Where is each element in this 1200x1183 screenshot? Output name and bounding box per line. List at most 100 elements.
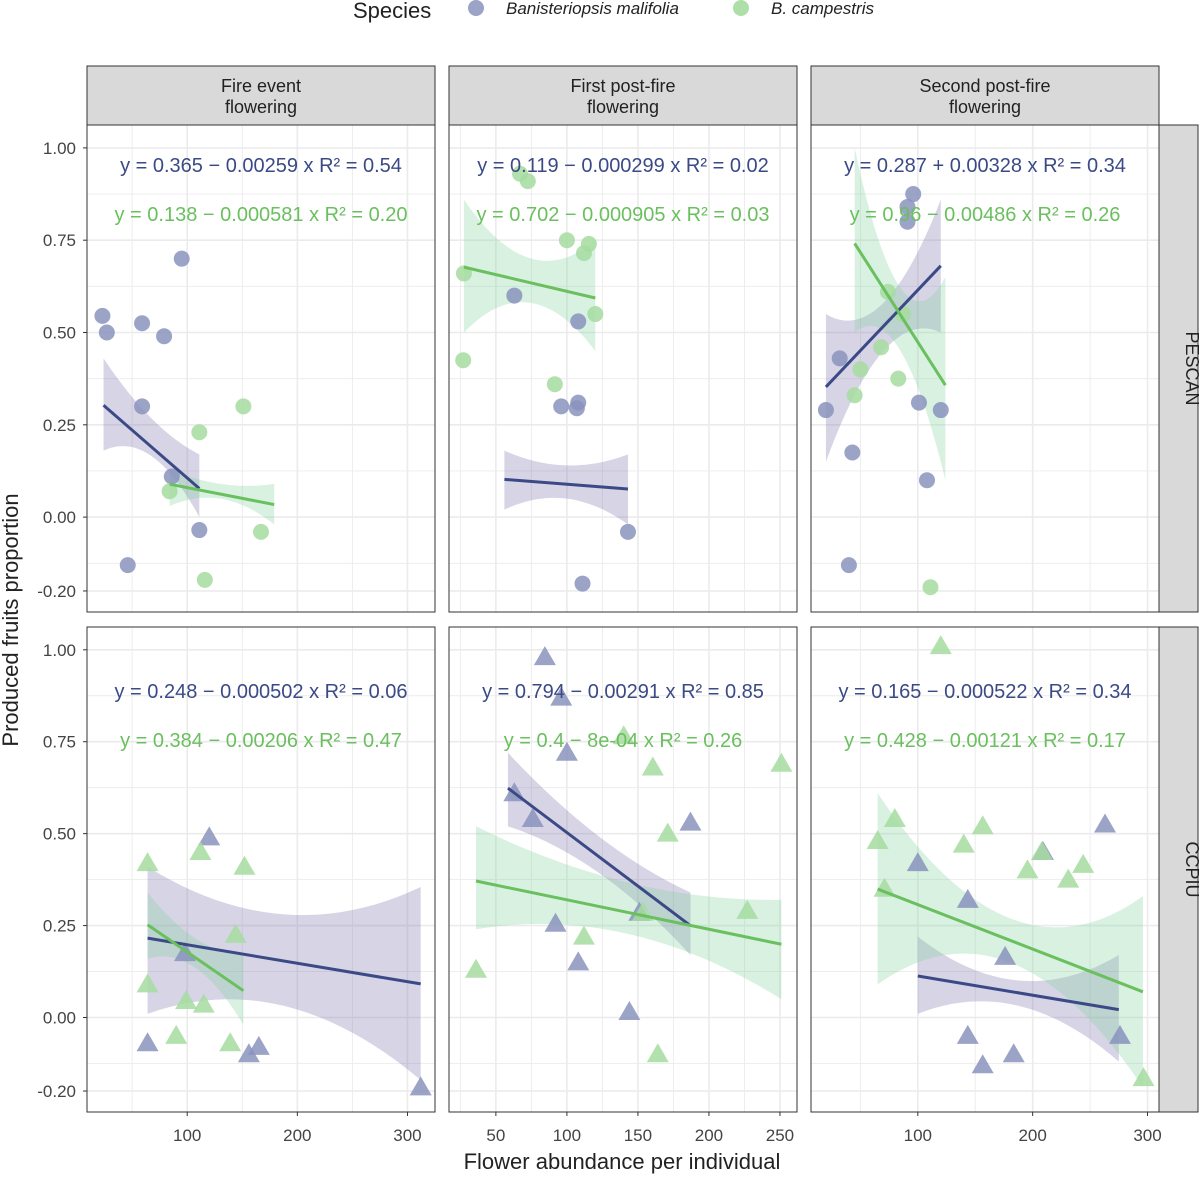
fit-line	[853, 242, 947, 386]
data-point	[1030, 841, 1053, 861]
y-tick-label: 1.00	[43, 139, 76, 158]
panel: y = 0.248 − 0.000502 x R² = 0.06 y = 0.38…	[86, 626, 436, 1113]
x-tick-label: 250	[766, 1126, 794, 1145]
panel: y = 0.165 − 0.000522 x R² = 0.34 y = 0.42…	[810, 626, 1160, 1113]
x-tick-label: 150	[624, 1126, 652, 1145]
regression-equation: y = 0.365 − 0.00259 x R² = 0.54	[120, 155, 402, 177]
y-tick-label: 1.00	[43, 641, 76, 660]
data-point	[224, 923, 247, 943]
data-point	[646, 1043, 669, 1063]
y-tick-label: -0.20	[37, 1082, 76, 1101]
data-point	[873, 339, 890, 356]
x-tick-label: 300	[1133, 1126, 1161, 1145]
y-tick-label: 0.75	[43, 733, 76, 752]
confidence-ribbon	[169, 469, 275, 525]
data-point	[612, 725, 635, 745]
y-tick-label: 0.00	[43, 508, 76, 527]
data-point	[464, 958, 487, 978]
y-tick-label: 0.00	[43, 1009, 76, 1028]
data-point	[883, 807, 906, 827]
data-point	[409, 1076, 432, 1096]
confidence-ribbon	[463, 199, 596, 351]
data-point	[910, 394, 927, 411]
legend: Species Banisteriopsis malifolia B. camp…	[353, 0, 874, 23]
data-point	[971, 815, 994, 835]
data-point	[580, 235, 597, 252]
data-point	[1016, 859, 1039, 879]
data-point	[840, 557, 857, 574]
data-point	[932, 402, 949, 419]
data-point	[736, 899, 759, 919]
data-point	[253, 523, 269, 540]
data-point	[994, 945, 1017, 965]
data-point	[570, 313, 587, 330]
panel: y = 0.794 − 0.00291 x R² = 0.85 y = 0.4 −…	[448, 626, 798, 1113]
confidence-ribbon	[504, 450, 628, 525]
regression-equation: y = 0.794 − 0.00291 x R² = 0.85	[482, 681, 764, 703]
data-point	[956, 1024, 979, 1044]
regression-equation: y = 0.287 + 0.00328 x R² = 0.34	[844, 155, 1126, 177]
fit-line	[877, 887, 1144, 994]
data-point	[1072, 853, 1095, 873]
column-strip-label: Fire event	[221, 76, 301, 96]
fit-line	[824, 264, 942, 388]
data-point	[971, 1054, 994, 1074]
data-point	[567, 951, 590, 971]
data-point	[134, 315, 151, 332]
y-tick-label: 0.75	[43, 231, 76, 250]
data-point	[906, 852, 929, 872]
data-point	[899, 213, 916, 230]
data-point	[546, 376, 563, 393]
fit-line	[507, 786, 692, 927]
x-tick-label: 200	[1018, 1126, 1046, 1145]
data-point	[572, 925, 595, 945]
panel-border	[86, 124, 436, 613]
fit-line	[917, 974, 1120, 1012]
legend-label-malifolia: Banisteriopsis malifolia	[506, 0, 679, 18]
data-point	[191, 522, 208, 539]
panel-background	[449, 627, 797, 1112]
data-point	[656, 822, 679, 842]
data-point	[165, 1024, 188, 1044]
data-point	[94, 307, 111, 324]
panel-content	[455, 165, 636, 592]
data-point	[189, 841, 212, 861]
data-point	[873, 877, 896, 897]
regression-equation: y = 0.384 − 0.00206 x R² = 0.47	[120, 730, 402, 752]
regression-equation: y = 0.165 − 0.000522 x R² = 0.34	[839, 681, 1132, 703]
y-axis-title: Produced fruits proportion	[0, 493, 23, 746]
data-point	[558, 232, 575, 249]
data-point	[506, 287, 523, 304]
legend-title: Species	[353, 0, 431, 23]
data-point	[905, 186, 922, 203]
data-point	[156, 328, 173, 345]
data-point	[1057, 868, 1080, 888]
regression-equation: y = 0.428 − 0.00121 x R² = 0.17	[844, 730, 1126, 752]
fit-line	[146, 923, 245, 992]
row-strip	[1158, 124, 1199, 613]
row-strip-label: CCPIU	[1182, 841, 1200, 897]
data-point	[846, 387, 863, 404]
x-tick-label: 200	[695, 1126, 723, 1145]
data-point	[175, 989, 198, 1009]
data-point	[550, 686, 573, 706]
confidence-ribbon	[825, 199, 941, 462]
data-point	[618, 1000, 641, 1020]
data-point	[544, 912, 567, 932]
regression-equation: y = 0.119 − 0.000299 x R² = 0.02	[477, 155, 769, 177]
regression-equation: y = 0.96 − 0.00486 x R² = 0.26	[850, 204, 1121, 226]
panel-content	[94, 250, 275, 588]
y-tick-label: 0.25	[43, 917, 76, 936]
data-point	[533, 646, 556, 666]
y-tick-label: -0.20	[37, 582, 76, 601]
data-point	[1108, 1024, 1131, 1044]
legend-key-malifolia	[468, 0, 484, 16]
data-point	[1094, 813, 1117, 833]
data-point	[192, 993, 215, 1013]
column-strip-label: flowering	[225, 97, 297, 117]
panel: y = 0.287 + 0.00328 x R² = 0.34 y = 0.96 …	[810, 124, 1160, 613]
row-strip	[1158, 626, 1199, 1113]
data-point	[619, 523, 636, 540]
data-point	[136, 852, 159, 872]
